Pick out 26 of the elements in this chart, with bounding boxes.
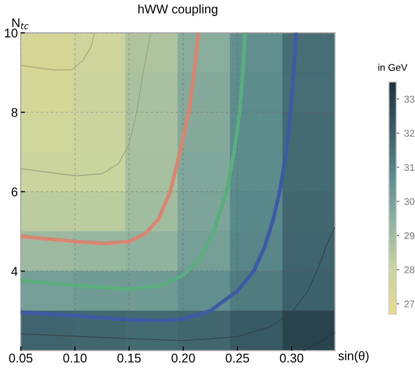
color-bar-label: 32 — [404, 130, 414, 137]
line-series — [20, 32, 247, 291]
y-tick-label: 8 — [12, 108, 18, 117]
x-tick-label: 0.15 — [117, 354, 141, 363]
x-tick-label: 0.10 — [63, 354, 87, 363]
x-tick-label: 0.30 — [280, 354, 304, 363]
color-bar-label: 29 — [404, 232, 414, 240]
line-series — [20, 32, 95, 70]
x-tick-label: 0.25 — [226, 354, 250, 363]
line-series — [20, 32, 298, 322]
y-tick-label: 4 — [11, 267, 18, 276]
y-tick-label: 10 — [5, 28, 18, 38]
color-bar-label: 31 — [404, 164, 414, 171]
x-axis-title: sin(θ) — [338, 351, 369, 363]
color-bar-label: 28 — [404, 266, 414, 274]
color-bar-label: 30 — [404, 198, 414, 205]
x-tick-label: 0.05 — [9, 354, 32, 363]
chart-title: hWW coupling — [138, 4, 218, 16]
line-series — [20, 32, 152, 176]
color-bar-label: 27 — [404, 300, 414, 308]
x-tick-label: 0.20 — [172, 354, 195, 363]
y-axis-title: N$_{tc}$ — [12, 18, 29, 30]
y-tick-label: 6 — [12, 187, 18, 196]
line-series — [20, 32, 200, 246]
color-bar-label: 33 — [404, 96, 414, 103]
color-bar-title: in GeV — [378, 64, 408, 71]
